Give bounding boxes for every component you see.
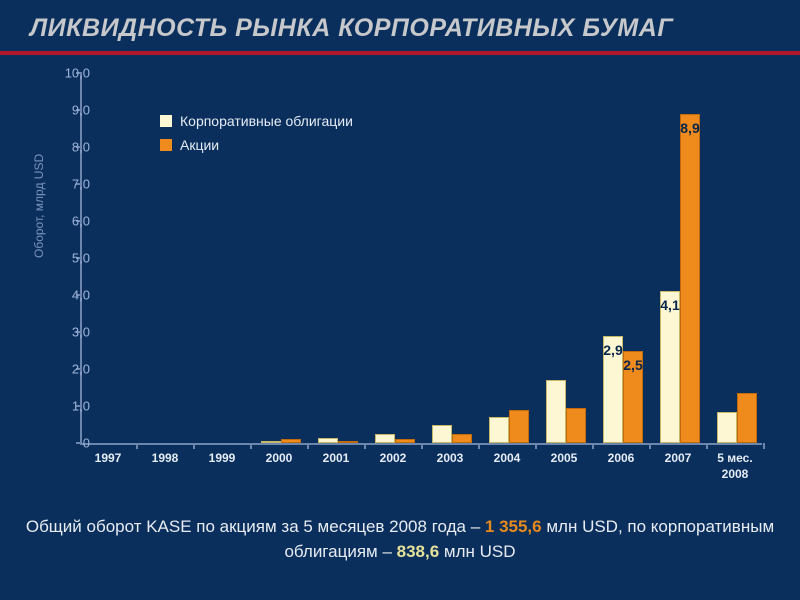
caption-value-stocks: 1 355,6 <box>485 517 542 536</box>
y-tick-label: 0 <box>40 436 90 451</box>
bar-bonds <box>318 438 338 443</box>
bar-stocks <box>509 410 529 443</box>
x-tick-label: 2000 <box>251 451 307 467</box>
bar-stocks <box>737 393 757 443</box>
y-axis-label: Оборот, млрд USD <box>32 154 46 258</box>
bar-bonds <box>432 425 452 444</box>
legend-item-stocks: Акции <box>160 137 353 153</box>
x-tick-label: 1999 <box>194 451 250 467</box>
y-tick-label: 10,0 <box>40 66 90 81</box>
bar-value-label: 4,1 <box>655 297 685 313</box>
x-tick-label: 2002 <box>365 451 421 467</box>
x-tick-label: 2007 <box>650 451 706 467</box>
caption-suffix: млн USD <box>439 542 515 561</box>
y-tick-label: 6,0 <box>40 214 90 229</box>
x-tick-label: 5 мес. 2008 <box>707 451 763 482</box>
caption-prefix: Общий оборот KASE по акциям за 5 месяцев… <box>26 517 485 536</box>
x-tick-label: 2001 <box>308 451 364 467</box>
y-tick-label: 8,0 <box>40 140 90 155</box>
y-tick-label: 1,0 <box>40 399 90 414</box>
bar-value-label: 8,9 <box>675 120 705 136</box>
bar-stocks <box>395 439 415 443</box>
bar-stocks <box>680 114 700 443</box>
y-tick-label: 9,0 <box>40 103 90 118</box>
bar-stocks <box>566 408 586 443</box>
legend-item-bonds: Корпоративные облигации <box>160 113 353 129</box>
legend-label-bonds: Корпоративные облигации <box>180 113 353 129</box>
title-rule <box>0 51 800 55</box>
y-tick-label: 2,0 <box>40 362 90 377</box>
bar-bonds <box>717 412 737 443</box>
bar-stocks <box>338 441 358 443</box>
y-tick-label: 4,0 <box>40 288 90 303</box>
x-tick-label: 1998 <box>137 451 193 467</box>
bar-value-label: 2,5 <box>618 357 648 373</box>
caption-value-bonds: 838,6 <box>397 542 440 561</box>
y-tick-label: 5,0 <box>40 251 90 266</box>
bar-stocks <box>452 434 472 443</box>
x-tick-label: 2005 <box>536 451 592 467</box>
legend: Корпоративные облигации Акции <box>160 113 353 161</box>
x-tick-label: 2004 <box>479 451 535 467</box>
caption: Общий оборот KASE по акциям за 5 месяцев… <box>20 515 780 564</box>
chart-container: Оборот, млрд USD 2,92,5 4,1 8,9 Корпоратив… <box>20 73 780 493</box>
page-title: ЛИКВИДНОСТЬ РЫНКА КОРПОРАТИВНЫХ БУМАГ <box>0 0 800 51</box>
bar-bonds <box>660 291 680 443</box>
legend-label-stocks: Акции <box>180 137 219 153</box>
x-tick-label: 2006 <box>593 451 649 467</box>
x-tick-label: 1997 <box>80 451 136 467</box>
bar-bonds <box>261 441 281 443</box>
x-tick-label: 2003 <box>422 451 478 467</box>
legend-swatch-bonds <box>160 115 172 127</box>
y-tick-label: 7,0 <box>40 177 90 192</box>
bar-value-label: 2,9 <box>598 342 628 358</box>
bar-bonds <box>489 417 509 443</box>
legend-swatch-stocks <box>160 139 172 151</box>
y-tick-label: 3,0 <box>40 325 90 340</box>
bar-bonds <box>546 380 566 443</box>
bar-stocks <box>281 439 301 443</box>
bar-bonds <box>375 434 395 443</box>
